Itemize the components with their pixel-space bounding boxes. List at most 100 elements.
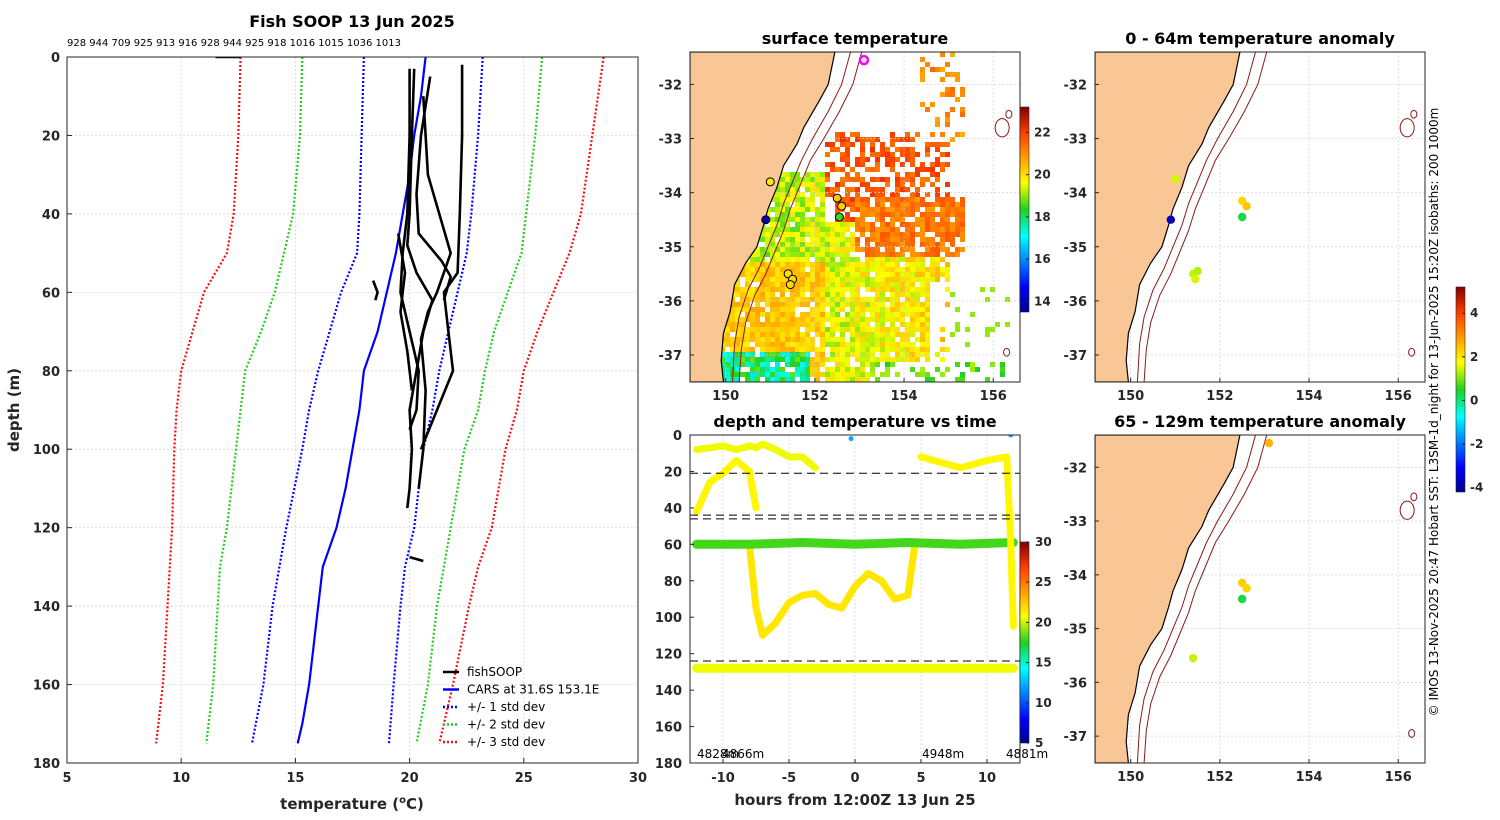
sst-cell <box>940 207 945 212</box>
sst-cell <box>935 187 940 192</box>
sst-cell <box>870 287 875 292</box>
sst-cell <box>800 277 805 282</box>
sst-cell <box>855 187 860 192</box>
sst-cell <box>760 332 765 337</box>
sst-cell <box>785 262 790 267</box>
sst-cell <box>875 252 880 257</box>
sst-cell <box>860 232 865 237</box>
sst-cell <box>905 352 910 357</box>
sst-cell <box>915 132 920 137</box>
sst-cell <box>890 137 895 142</box>
sst-cell <box>900 292 905 297</box>
sst-cell <box>780 177 785 182</box>
a2-xtick-label: 154 <box>1295 770 1322 785</box>
sst-cell <box>925 342 930 347</box>
sst-cell <box>810 342 815 347</box>
sst-cell <box>840 262 845 267</box>
sst-cell <box>875 212 880 217</box>
sst-cell <box>870 367 875 372</box>
sst-cell <box>720 357 725 362</box>
sst-cell <box>805 242 810 247</box>
sst-cell <box>795 297 800 302</box>
sst-cell <box>755 372 760 377</box>
sst-cell <box>815 302 820 307</box>
sst-cell <box>740 307 745 312</box>
sst-cell <box>840 362 845 367</box>
sst-cell <box>960 202 965 207</box>
sst-cell <box>725 372 730 377</box>
sst-cell <box>835 312 840 317</box>
sst-cell <box>825 372 830 377</box>
sst-cell <box>780 202 785 207</box>
sst-cell <box>775 287 780 292</box>
sst-cell <box>890 362 895 367</box>
sst-cell <box>905 272 910 277</box>
sst-cell <box>800 257 805 262</box>
sst-cell <box>860 157 865 162</box>
sst-cell <box>795 227 800 232</box>
sst-cell <box>760 322 765 327</box>
sst-cell <box>900 337 905 342</box>
sst-cell <box>880 227 885 232</box>
sst-cell <box>910 342 915 347</box>
sst-cell <box>775 377 780 382</box>
sst-cell <box>850 267 855 272</box>
sst-cell <box>910 347 915 352</box>
sst-cell <box>825 292 830 297</box>
sst-cell <box>950 87 955 92</box>
sst-cell <box>775 232 780 237</box>
sst-cell <box>915 337 920 342</box>
sst-cell <box>745 357 750 362</box>
sst-cell <box>775 272 780 277</box>
sst-cell <box>805 342 810 347</box>
sst-cell <box>900 187 905 192</box>
sst-cell <box>855 257 860 262</box>
sst-cell <box>875 167 880 172</box>
sst-cell <box>775 362 780 367</box>
sst-cell <box>790 212 795 217</box>
sst-cell <box>735 352 740 357</box>
sst-cell <box>790 342 795 347</box>
sst-cell <box>935 192 940 197</box>
sst-cell <box>795 267 800 272</box>
sst-cell <box>845 247 850 252</box>
sst-cell <box>890 242 895 247</box>
sst-cell <box>840 307 845 312</box>
anomaly-bottom-grid <box>1095 435 1425 763</box>
sst-cell <box>860 207 865 212</box>
sst-cell <box>845 222 850 227</box>
sst-cell <box>800 197 805 202</box>
sst-cell <box>760 352 765 357</box>
sst-cell <box>770 227 775 232</box>
sst-cell <box>765 372 770 377</box>
sst-cell <box>805 257 810 262</box>
sst-cell <box>855 342 860 347</box>
profile-ytick-label: 180 <box>33 757 60 772</box>
sst-cell <box>920 227 925 232</box>
sst-cell <box>845 227 850 232</box>
sst-cell <box>805 197 810 202</box>
sst-cell <box>750 297 755 302</box>
sst-cell <box>910 242 915 247</box>
sst-cell <box>905 197 910 202</box>
sst-cell <box>740 332 745 337</box>
sst-cell <box>850 257 855 262</box>
sst-cell <box>800 342 805 347</box>
sst-cell <box>880 297 885 302</box>
sst-cell <box>945 222 950 227</box>
sst-cell <box>865 302 870 307</box>
sst-cell <box>875 257 880 262</box>
ts-surface-marker <box>1008 435 1014 438</box>
sst-cell <box>775 317 780 322</box>
sst-station <box>785 280 795 290</box>
sst-cell <box>970 362 975 367</box>
sst-cell <box>885 312 890 317</box>
sst-cell <box>900 162 905 167</box>
sst-cell <box>825 192 830 197</box>
sst-cell <box>735 302 740 307</box>
sst-cell <box>880 267 885 272</box>
anomaly-colorbar-label: -4 <box>1470 481 1483 495</box>
a2-ytick-label: -33 <box>1064 515 1088 530</box>
sst-cell <box>925 62 930 67</box>
sst-cell <box>900 347 905 352</box>
